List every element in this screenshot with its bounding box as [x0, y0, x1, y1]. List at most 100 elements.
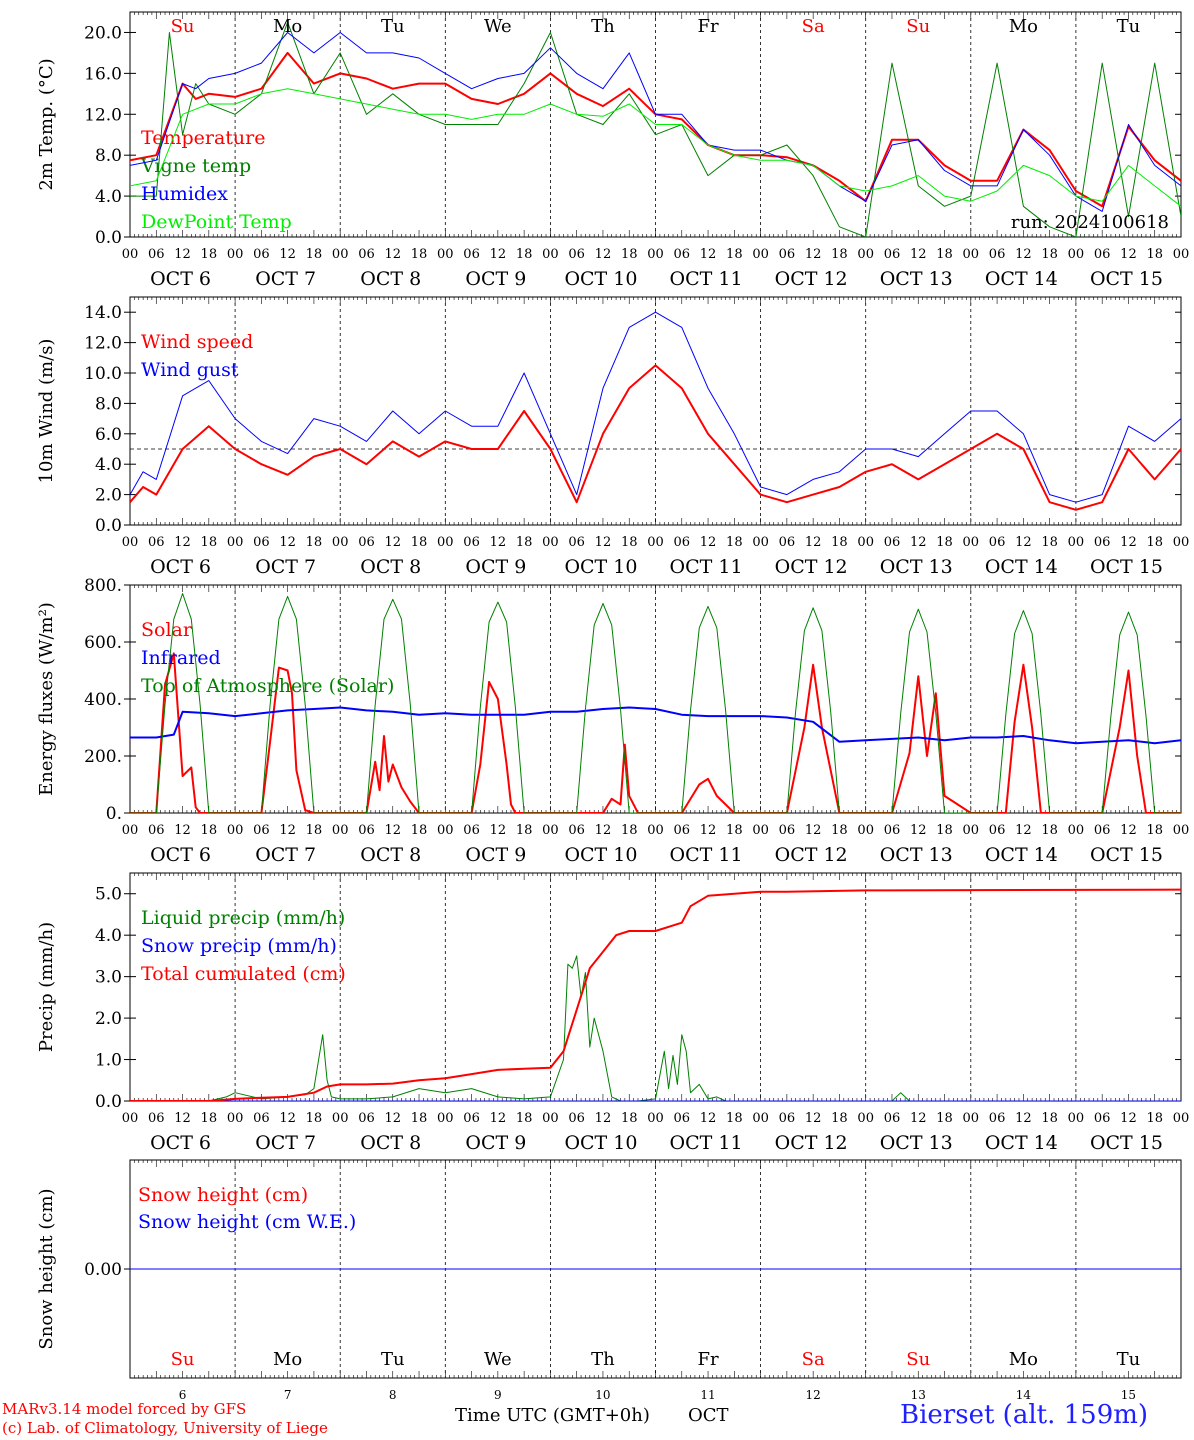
- hour-tick-label: 06: [674, 247, 691, 262]
- date-label: OCT 7: [255, 1132, 316, 1154]
- hour-tick-label: 12: [1120, 1111, 1137, 1126]
- legend-entry: Top of Atmosphere (Solar): [141, 675, 394, 697]
- hour-tick-label: 00: [963, 1111, 980, 1126]
- hour-tick-label: 06: [568, 823, 585, 838]
- hour-tick-label: 00: [122, 247, 139, 262]
- date-label: OCT 11: [670, 1132, 743, 1154]
- y-tick-label: 600.: [84, 633, 122, 653]
- y-tick-label: 4.0: [95, 926, 122, 946]
- series-line-3: [130, 32, 1181, 212]
- hour-tick-label: 00: [752, 247, 769, 262]
- hour-tick-label: 18: [831, 535, 848, 550]
- legend-entry: Snow precip (mm/h): [141, 935, 337, 957]
- hour-tick-label: 00: [1068, 535, 1085, 550]
- panel-5: 0.00 Snow height (cm) Snow height (cm) Snow…: [36, 1159, 1182, 1402]
- hour-tick-label: 06: [253, 247, 270, 262]
- y-tick-label: 0.00: [84, 1260, 122, 1280]
- day-number-bottom: 8: [389, 1388, 397, 1402]
- hour-tick-label: 18: [936, 535, 953, 550]
- y-tick-label: 5.0: [95, 885, 122, 905]
- hour-tick-label: 00: [857, 1111, 874, 1126]
- panel-3: 0. 200. 400. 600. 800. Energy fluxes (W/m²) So…: [36, 576, 1189, 866]
- hour-tick-label: 00: [857, 247, 874, 262]
- hour-tick-label: 06: [568, 1111, 585, 1126]
- y-axis-label: Precip (mm/h): [36, 922, 57, 1052]
- hour-tick-label: 06: [989, 1111, 1006, 1126]
- hour-tick-label: 18: [411, 535, 428, 550]
- hour-tick-label: 00: [1068, 823, 1085, 838]
- hour-tick-label: 18: [411, 823, 428, 838]
- y-axis-label: Snow height (cm): [36, 1188, 57, 1349]
- hour-tick-label: 18: [1041, 247, 1058, 262]
- y-tick-label: 6.0: [95, 425, 122, 445]
- hour-tick-label: 18: [831, 247, 848, 262]
- hour-tick-label: 12: [490, 1111, 507, 1126]
- hour-tick-label: 00: [752, 823, 769, 838]
- hour-tick-label: 18: [306, 535, 323, 550]
- day-name-bottom: Su: [171, 1349, 195, 1370]
- legend-entry: Snow height (cm W.E.): [138, 1211, 356, 1233]
- hour-tick-label: 00: [1173, 535, 1190, 550]
- hour-tick-label: 18: [1041, 1111, 1058, 1126]
- date-label: OCT 9: [465, 844, 526, 866]
- hour-tick-label: 12: [700, 1111, 717, 1126]
- hour-tick-label: 12: [384, 247, 401, 262]
- date-label: OCT 9: [465, 268, 526, 290]
- date-label: OCT 11: [670, 556, 743, 578]
- series-line-3: [130, 888, 1181, 1101]
- date-label: OCT 14: [985, 556, 1058, 578]
- hour-tick-label: 18: [306, 247, 323, 262]
- hour-tick-label: 18: [621, 535, 638, 550]
- day-name-top: Su: [171, 16, 195, 37]
- run-label: run: 2024100618: [1011, 212, 1169, 233]
- hour-tick-label: 06: [1094, 1111, 1111, 1126]
- date-label: OCT 15: [1090, 844, 1163, 866]
- hour-tick-label: 06: [989, 247, 1006, 262]
- hour-tick-label: 12: [1015, 1111, 1032, 1126]
- date-label: OCT 6: [150, 844, 211, 866]
- hour-tick-label: 06: [148, 823, 165, 838]
- hour-tick-label: 00: [227, 535, 244, 550]
- hour-tick-label: 06: [358, 247, 375, 262]
- day-name-bottom: Mo: [273, 1349, 302, 1370]
- hour-tick-label: 06: [779, 247, 796, 262]
- y-axis-label: Energy fluxes (W/m²): [36, 602, 57, 796]
- hour-tick-label: 00: [437, 535, 454, 550]
- hour-tick-label: 06: [884, 247, 901, 262]
- y-axis-label: 2m Temp. (°C): [36, 58, 57, 190]
- hour-tick-label: 12: [805, 535, 822, 550]
- y-tick-label: 16.0: [84, 64, 122, 84]
- hour-tick-label: 18: [411, 1111, 428, 1126]
- hour-tick-label: 12: [595, 823, 612, 838]
- legend-entry: Solar: [141, 619, 193, 641]
- time-axis-month: OCT: [688, 1405, 729, 1426]
- hour-tick-label: 18: [201, 1111, 218, 1126]
- date-label: OCT 15: [1090, 556, 1163, 578]
- y-tick-label: 0.0: [95, 1092, 122, 1112]
- hour-tick-label: 12: [174, 823, 191, 838]
- day-name-top: Sa: [802, 16, 825, 37]
- hour-tick-label: 18: [1146, 823, 1163, 838]
- hour-tick-label: 06: [148, 1111, 165, 1126]
- hour-tick-label: 06: [674, 1111, 691, 1126]
- y-tick-label: 8.0: [95, 394, 122, 414]
- credit-line-1: MARv3.14 model forced by GFS: [2, 1400, 247, 1418]
- hour-tick-label: 12: [910, 247, 927, 262]
- hour-tick-label: 18: [936, 823, 953, 838]
- hour-tick-label: 12: [1120, 535, 1137, 550]
- hour-tick-label: 12: [910, 823, 927, 838]
- hour-tick-label: 18: [936, 247, 953, 262]
- date-label: OCT 9: [465, 556, 526, 578]
- date-label: OCT 6: [150, 556, 211, 578]
- day-name-bottom: Fr: [698, 1349, 719, 1370]
- hour-tick-label: 12: [1120, 247, 1137, 262]
- date-label: OCT 13: [880, 1132, 953, 1154]
- hour-tick-label: 00: [963, 535, 980, 550]
- hour-tick-label: 12: [700, 823, 717, 838]
- date-label: OCT 12: [775, 268, 848, 290]
- hour-tick-label: 00: [647, 247, 664, 262]
- hour-tick-label: 18: [516, 1111, 533, 1126]
- date-label: OCT 8: [360, 844, 421, 866]
- day-name-bottom: Th: [591, 1349, 615, 1370]
- hour-tick-label: 12: [174, 1111, 191, 1126]
